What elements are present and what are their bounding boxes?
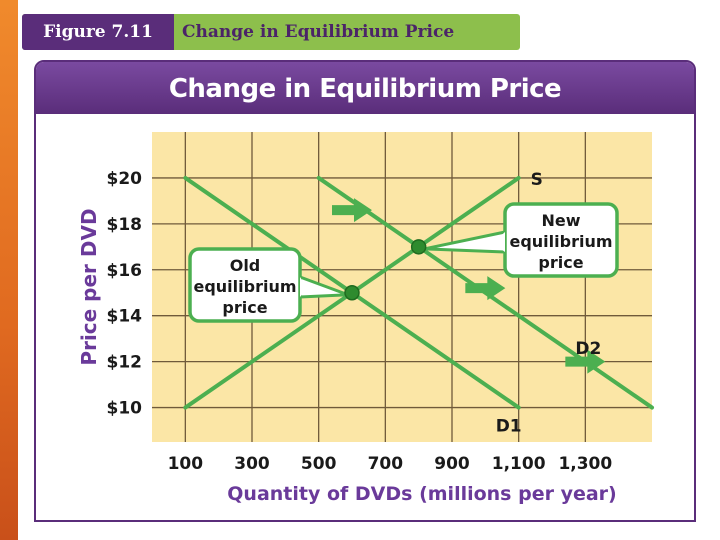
x-tick-label: 900 <box>434 454 470 474</box>
figure-header: Figure 7.11 Change in Equilibrium Price <box>22 14 520 50</box>
chart-panel-header: Change in Equilibrium Price <box>36 62 694 114</box>
shift-arrow-icon <box>332 198 372 223</box>
old-equilibrium-callout: Old equilibrium price <box>188 247 350 323</box>
shift-arrow-icon <box>465 276 506 301</box>
x-tick-label: 300 <box>234 454 270 474</box>
new-equilibrium-callout-text: equilibrium <box>509 232 612 251</box>
x-tick-label: 100 <box>168 454 204 474</box>
old-equilibrium-callout-text: price <box>222 298 267 317</box>
new-equilibrium-callout-text: New <box>541 211 580 230</box>
x-tick-label: 1,100 <box>492 454 546 474</box>
x-tick-label: 500 <box>301 454 337 474</box>
series-label-s: S <box>531 170 543 190</box>
series-label-d1: D1 <box>496 417 522 437</box>
equilibrium-point <box>410 239 427 255</box>
series-line-d2 <box>316 175 654 410</box>
new-equilibrium-callout: New equilibrium price <box>423 202 619 278</box>
series-label-d2: D2 <box>575 339 601 359</box>
chart-title: Change in Equilibrium Price <box>168 74 562 104</box>
y-tick-label: $14 <box>107 307 143 327</box>
y-axis-label: Price per DVD <box>77 208 101 365</box>
y-tick-label: $16 <box>107 261 143 281</box>
figure-label: Figure 7.11 <box>22 14 174 50</box>
x-tick-label: 700 <box>368 454 404 474</box>
old-equilibrium-callout-text: Old <box>230 256 261 275</box>
y-tick-label: $12 <box>107 353 143 373</box>
y-tick-label: $20 <box>107 169 143 189</box>
old-equilibrium-callout-seam <box>300 277 308 297</box>
figure-title: Change in Equilibrium Price <box>182 22 455 42</box>
new-equilibrium-callout-text: price <box>538 253 583 272</box>
x-axis-label: Quantity of DVDs (millions per year) <box>227 483 616 505</box>
new-equilibrium-callout-seam <box>492 232 505 252</box>
y-tick-label: $18 <box>107 215 143 235</box>
y-tick-label: $10 <box>107 399 143 419</box>
x-tick-label: 1,300 <box>558 454 612 474</box>
equilibrium-point <box>344 284 360 301</box>
old-equilibrium-callout-text: equilibrium <box>193 277 296 296</box>
left-decor-strip <box>0 0 18 540</box>
